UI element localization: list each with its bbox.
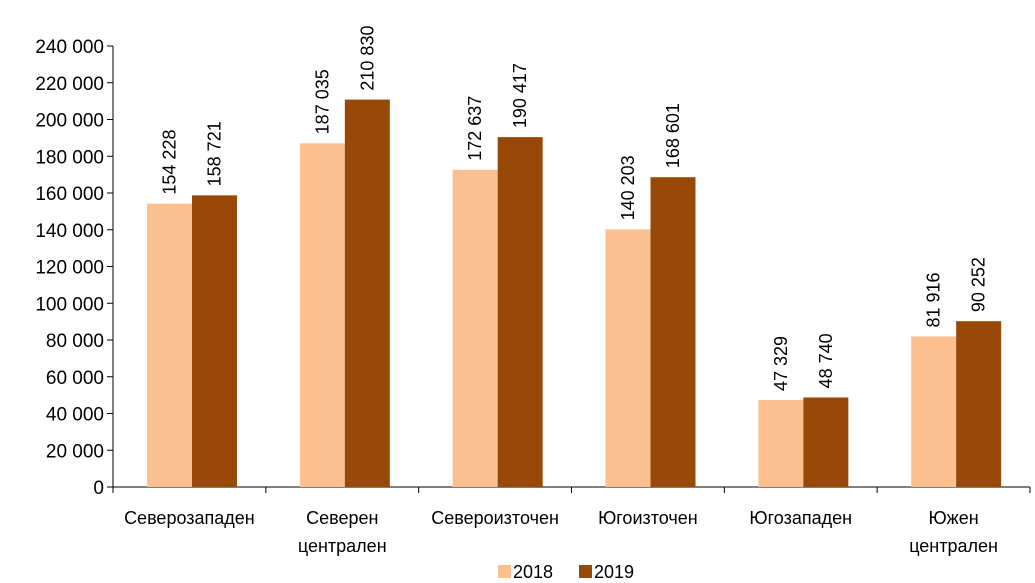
bar-2019-3	[650, 177, 696, 487]
bar-2018-5	[911, 336, 957, 487]
legend-label-2019: 2019	[594, 562, 634, 582]
data-label-2018-1: 187 035	[312, 69, 332, 134]
y-tick-label: 100 000	[35, 294, 104, 315]
y-tick-label: 20 000	[46, 441, 104, 462]
data-label-2018-0: 154 228	[160, 130, 180, 195]
y-tick-label: 60 000	[46, 368, 104, 389]
category-label: Северозападен	[124, 508, 255, 528]
legend: 2018 2019	[498, 562, 634, 582]
bar-2018-0	[147, 203, 192, 487]
bar-2019-0	[192, 195, 237, 487]
data-label-2018-4: 47 329	[771, 336, 791, 391]
bar-2019-5	[956, 321, 1002, 487]
data-label-2019-1: 210 830	[357, 26, 377, 91]
category-label: Югоизточен	[598, 508, 698, 528]
bars	[147, 99, 1002, 487]
data-label-2019-5: 90 252	[969, 257, 989, 312]
bar-2018-2	[452, 169, 498, 487]
category-label: централен	[298, 536, 387, 556]
y-tick-label: 140 000	[35, 221, 104, 242]
category-label: Североизточен	[431, 508, 559, 528]
category-label: Южен	[928, 508, 978, 528]
y-tick-label: 240 000	[35, 37, 104, 58]
data-labels: 154 228 187 035 172 637 140 203 47 329 81 916…	[160, 26, 989, 392]
category-labels: Северозападен Северен централен Североизточ…	[124, 508, 998, 556]
bar-2018-3	[605, 229, 651, 487]
data-label-2018-2: 172 637	[465, 96, 485, 161]
bar-2018-1	[299, 143, 345, 487]
data-label-2019-4: 48 740	[816, 333, 836, 388]
bar-2019-1	[344, 99, 390, 487]
data-label-2019-3: 168 601	[663, 103, 683, 168]
data-label-2018-5: 81 916	[924, 272, 944, 327]
data-label-2019-0: 158 721	[205, 121, 225, 186]
x-axis	[112, 486, 1031, 493]
legend-swatch-2019	[579, 565, 592, 578]
data-label-2018-3: 140 203	[618, 155, 638, 220]
y-tick-label: 80 000	[46, 331, 104, 352]
y-axis: 0 20 000 40 000 60 000 80 000 100 000 120 000 1…	[35, 37, 114, 499]
y-tick-label: 220 000	[35, 74, 104, 95]
bar-2019-2	[497, 137, 543, 487]
category-label: централен	[909, 536, 998, 556]
y-tick-label: 160 000	[35, 184, 104, 205]
legend-label-2018: 2018	[513, 562, 553, 582]
bar-2019-4	[803, 397, 849, 487]
category-label: Югозападен	[749, 508, 852, 528]
y-tick-label: 0	[93, 478, 104, 499]
y-tick-label: 180 000	[35, 147, 104, 168]
y-tick-label: 120 000	[35, 258, 104, 279]
y-tick-label: 200 000	[35, 111, 104, 132]
category-label: Северен	[306, 508, 378, 528]
y-tick-label: 40 000	[46, 405, 104, 426]
bar-2018-4	[758, 400, 804, 487]
legend-swatch-2018	[498, 565, 511, 578]
data-label-2019-2: 190 417	[510, 63, 530, 128]
